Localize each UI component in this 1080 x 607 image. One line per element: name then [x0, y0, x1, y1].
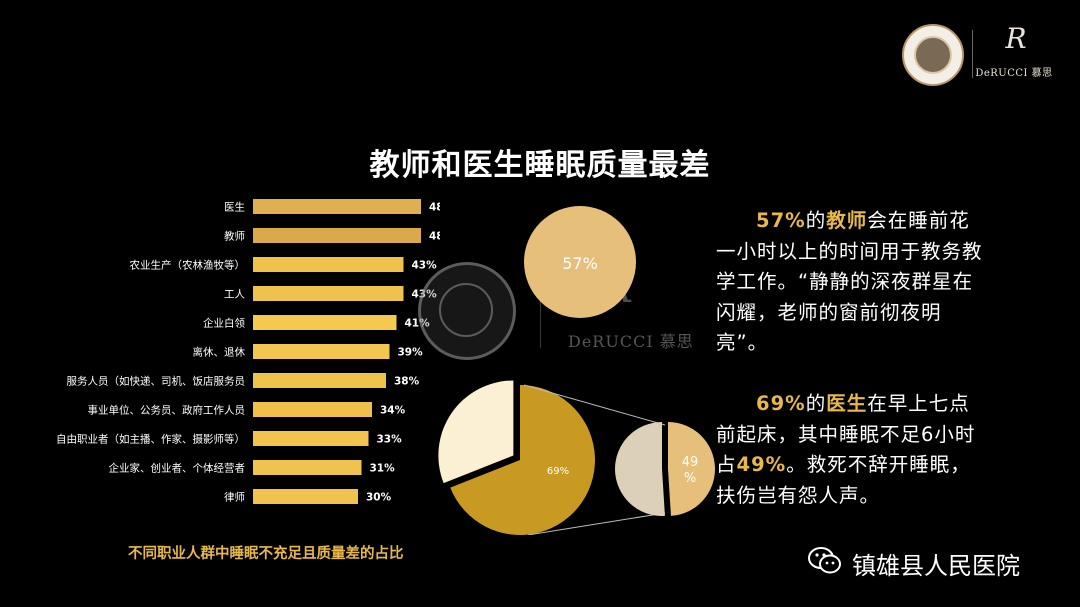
teacher-text-a: 的	[805, 209, 827, 232]
wechat-icon	[808, 547, 841, 574]
bar-category-label: 律师	[224, 491, 245, 504]
bar-category-label: 医生	[224, 201, 245, 214]
sleep-society-seal-icon	[902, 24, 964, 86]
bar-category-label: 农业生产（农林渔牧等）	[130, 259, 246, 272]
doctor-text-c: 。救死不辞开睡眠，扶伤岂有怨人声。	[716, 453, 971, 507]
bar	[253, 373, 386, 388]
pie-69-slice	[450, 385, 595, 535]
bar-category-label: 事业单位、公务员、政府工作人员	[88, 404, 246, 417]
pie-charts: 57% 69% 49%	[438, 206, 715, 535]
watermark-brand: DeRUCCI 慕思	[568, 332, 694, 351]
bar-value-label: 43%	[412, 260, 438, 272]
pie-51-slice	[614, 422, 665, 516]
bar-value-label: 30%	[366, 492, 392, 504]
footer-hospital-name: 镇雄县人民医院	[852, 552, 1020, 580]
teacher-label: 教师	[826, 209, 868, 232]
doctor-text-b: 在早上七点前起床，其中睡眠不足6小时占	[716, 392, 976, 477]
pie-57-label: 57%	[562, 254, 598, 273]
logo-divider	[972, 30, 973, 78]
bar	[253, 489, 358, 504]
doctor-percent: 69%	[756, 392, 806, 415]
bar-value-label: 31%	[370, 463, 396, 475]
bar-category-label: 服务人员（如快递、司机、饭店服务员	[67, 375, 246, 388]
bar	[253, 199, 421, 214]
doctor-sleep-percent: 49%	[736, 453, 787, 477]
bar-category-label: 企业家、创业者、个体经营者	[109, 462, 246, 475]
bar	[253, 431, 369, 446]
bar	[253, 257, 404, 272]
bar-category-label: 离休、退休	[193, 346, 246, 359]
bar-value-label: 48%	[429, 202, 440, 214]
bar	[253, 315, 397, 330]
footer: 镇雄县人民医院	[808, 540, 1058, 580]
bar	[253, 228, 421, 243]
doctor-paragraph: 69%的医生在早上七点前起床，其中睡眠不足6小时占49%。救死不辞开睡眠，扶伤岂…	[716, 389, 986, 511]
bar-value-label: 39%	[398, 347, 424, 359]
pie-49-slice	[668, 422, 715, 516]
logo-script: R	[1005, 22, 1027, 55]
bar	[253, 460, 362, 475]
pie-57-slice	[524, 206, 636, 318]
bar-category-label: 企业白领	[203, 317, 245, 330]
teacher-text-b: 会在睡前花一小时以上的时间用于教务教学工作。“静静的深夜群星在闪耀，老师的窗前彻…	[716, 209, 983, 355]
teacher-percent: 57%	[756, 209, 806, 232]
bar-category-label: 自由职业者（如主播、作家、摄影师等）	[56, 433, 245, 446]
bar-value-label: 33%	[377, 434, 403, 446]
pie-31-slice	[438, 380, 514, 484]
watermark-seal-icon	[418, 262, 516, 360]
bar	[253, 402, 372, 417]
logo-brand: DeRUCCI 慕思	[975, 68, 1053, 79]
bar-category-label: 教师	[224, 230, 245, 243]
page-title: 教师和医生睡眠质量最差	[369, 148, 711, 183]
teacher-paragraph: 57%的教师会在睡前花一小时以上的时间用于教务教学工作。“静静的深夜群星在闪耀，…	[716, 206, 986, 359]
logo: R DeRUCCI 慕思	[902, 22, 1052, 86]
chart-caption: 不同职业人群中睡眠不充足且质量差的占比	[128, 546, 404, 562]
bar-value-label: 34%	[380, 405, 406, 417]
doctor-label: 医生	[826, 392, 868, 415]
doctor-text-a: 的	[805, 392, 827, 415]
bar	[253, 344, 390, 359]
bar	[253, 286, 404, 301]
connector-line	[523, 384, 666, 426]
bar-value-label: 38%	[394, 376, 420, 388]
pie-49-label: 49%	[682, 455, 699, 486]
pie-69-label: 69%	[547, 466, 569, 477]
bar-value-label: 48%	[429, 231, 440, 243]
bar-chart: 医生48%教师48%农业生产（农林渔牧等）43%工人43%企业白领41%离休、退…	[56, 199, 440, 504]
bar-category-label: 工人	[224, 289, 245, 301]
connector-line	[527, 512, 666, 535]
watermark-divider	[540, 268, 541, 348]
